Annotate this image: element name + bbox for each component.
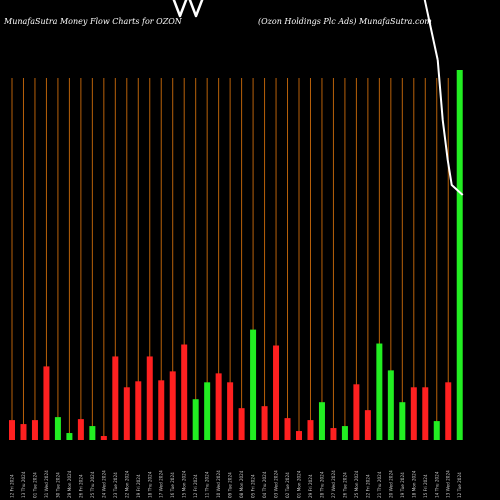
grid-lines [11, 78, 461, 440]
bar [364, 410, 371, 440]
bar [158, 380, 165, 440]
bar [215, 373, 222, 440]
bar [204, 382, 211, 440]
x-tick-label: 19 Fri 2024 [136, 474, 141, 498]
x-tick-label: 13 Thu 2024 [21, 471, 26, 498]
bar [422, 387, 429, 440]
x-tick-label: 08 Mon 2024 [239, 470, 244, 498]
x-tick-label: 26 Fri 2024 [78, 474, 83, 498]
bar [387, 370, 394, 440]
bar [399, 402, 406, 440]
x-tick-label: 19 Tue 2024 [400, 472, 405, 498]
x-tick-label: 18 Mon 2024 [411, 470, 416, 498]
x-tick-label: 24 Wed 2024 [101, 470, 106, 498]
x-tick-label: 05 Fri 2024 [251, 474, 256, 498]
bar [296, 431, 302, 440]
x-tick-label: 01 Tue 2024 [32, 472, 37, 498]
x-tick-label: 12 Tue 2024 [457, 472, 462, 498]
bar [318, 402, 325, 440]
x-tick-label: 10 Wed 2024 [216, 470, 221, 498]
bar [77, 419, 84, 440]
x-tick-label: 16 Tue 2024 [170, 472, 175, 498]
bars-group [9, 70, 463, 440]
x-tick-label: 15 Fri 2024 [423, 474, 428, 498]
x-tick-label: 12 Fri 2024 [193, 474, 198, 498]
x-tick-label: 25 Mon 2024 [354, 470, 359, 498]
x-tick-label: 01 Mon 2024 [297, 470, 302, 498]
bar [66, 433, 73, 440]
x-tick-label: 20 Wed 2024 [388, 470, 393, 498]
bar [307, 420, 314, 440]
x-tick-label: 29 Fri 2024 [308, 474, 313, 498]
bar [146, 356, 153, 440]
money-flow-line-top [423, 0, 439, 61]
x-tick-label: 12 Fri 2024 [10, 474, 15, 498]
bar [31, 420, 38, 440]
bar [112, 356, 119, 440]
x-tick-label: 14 Thu 2024 [434, 471, 439, 498]
x-tick-label: 27 Wed 2024 [331, 470, 336, 498]
bar [169, 371, 176, 440]
x-tick-label: 29 Mon 2024 [67, 470, 72, 498]
x-tick-label: 25 Thu 2024 [90, 471, 95, 498]
x-tick-label: 09 Tue 2024 [228, 472, 233, 498]
x-tick-label: 31 Wed 2024 [44, 470, 49, 498]
x-tick-labels: 12 Fri 2024 13 Thu 2024 01 Tue 2024 31 Wed … [10, 470, 463, 498]
bar [456, 70, 463, 440]
bar [227, 382, 234, 440]
bar [89, 426, 96, 440]
chart-title-left: MunafaSutra Money Flow Charts for OZON [3, 17, 183, 26]
x-tick-label: 26 Tue 2024 [342, 472, 347, 498]
bar [20, 424, 27, 440]
bar [330, 428, 337, 440]
bar [250, 329, 257, 440]
price-zigzag-line [172, 0, 204, 18]
bar [238, 408, 245, 440]
bar [123, 387, 130, 440]
x-tick-label: 04 Thu 2024 [262, 471, 267, 498]
bar [135, 381, 142, 440]
bar [9, 420, 15, 440]
overlay-lines [172, 0, 464, 196]
x-tick-label: 02 Tue 2024 [285, 472, 290, 498]
chart-title-right: (Ozon Holdings Plc Ads) MunafaSutra.com [258, 17, 432, 26]
bar [43, 366, 50, 440]
x-tick-label: 11 Thu 2024 [205, 471, 210, 498]
x-tick-label: 21 Thu 2024 [377, 471, 382, 498]
x-tick-label: 03 Wed 2024 [274, 470, 279, 498]
bar [341, 426, 348, 440]
x-tick-label: 13 Wed 2024 [446, 470, 451, 498]
bar [445, 382, 452, 440]
bar [192, 399, 199, 440]
bar [100, 436, 107, 440]
x-tick-label: 18 Thu 2024 [147, 471, 152, 498]
bar [181, 344, 188, 440]
x-tick-label: 30 Tue 2024 [55, 472, 60, 498]
money-flow-line [436, 59, 464, 196]
bar [353, 384, 360, 440]
bar [284, 418, 291, 440]
x-tick-label: 22 Fri 2024 [365, 474, 370, 498]
bar [433, 421, 440, 440]
bar [376, 343, 383, 440]
x-tick-label: 15 Mon 2024 [182, 470, 187, 498]
bar [273, 345, 280, 440]
x-tick-label: 17 Wed 2024 [159, 470, 164, 498]
bar [54, 417, 61, 440]
x-tick-label: 23 Tue 2024 [113, 472, 118, 498]
x-tick-label: 28 Thu 2024 [319, 471, 324, 498]
bar [410, 387, 417, 440]
x-tick-label: 22 Mon 2024 [124, 470, 129, 498]
bar [261, 406, 268, 440]
